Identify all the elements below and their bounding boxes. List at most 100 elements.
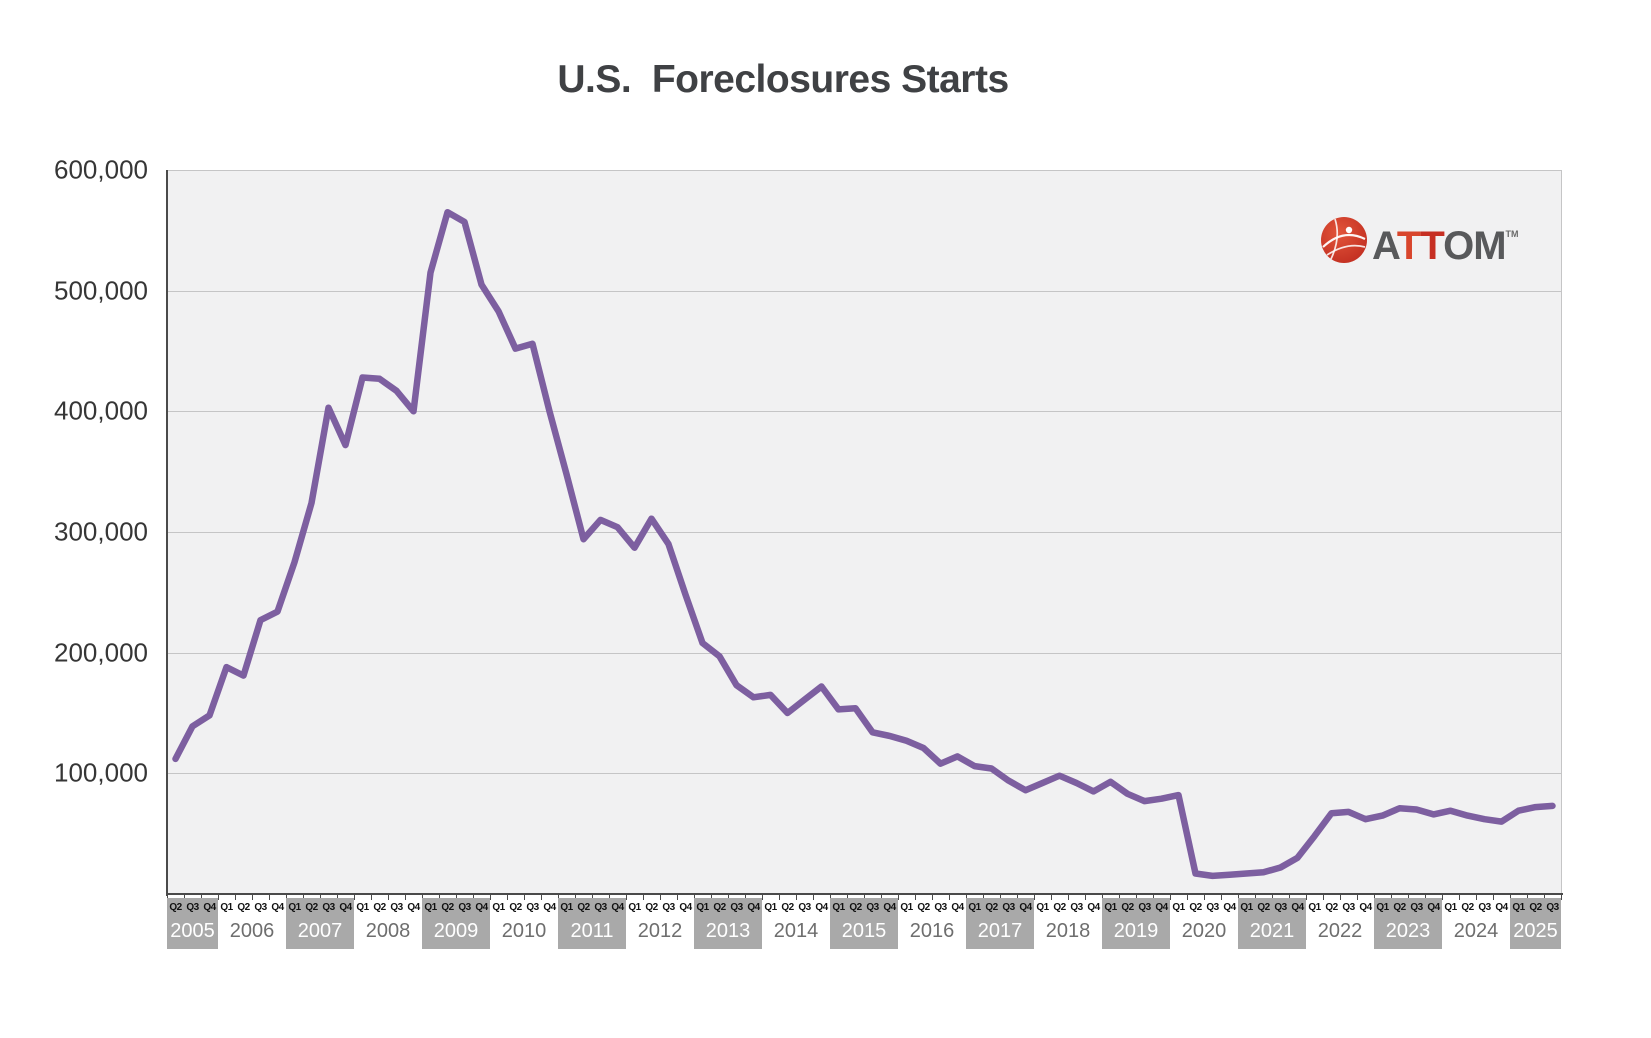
x-axis-tick: [184, 895, 185, 900]
year-label: 2005: [170, 920, 215, 942]
quarter-label-row: Q1 Q2 Q3: [1510, 900, 1561, 915]
foreclosure-line: [172, 208, 1556, 880]
x-axis-tick: [252, 895, 253, 900]
y-axis-tick-label: 600,000: [54, 154, 148, 185]
quarter-label: Q3: [526, 902, 539, 913]
y-axis-tick-label: 400,000: [54, 395, 148, 426]
year-block-2024: Q1 Q2 Q3 Q4 2024: [1442, 898, 1510, 949]
x-axis-tick: [541, 895, 542, 900]
x-axis-tick: [1306, 895, 1307, 900]
quarter-label-row: Q1 Q2 Q3 Q4: [694, 900, 762, 915]
quarter-label: Q3: [798, 902, 811, 913]
x-axis-tick: [1017, 895, 1018, 900]
gridline: [167, 411, 1561, 413]
year-label: 2010: [501, 920, 547, 942]
x-axis-tick: [864, 895, 865, 900]
quarter-label: Q3: [1342, 902, 1355, 913]
quarter-label-row: Q1 Q2 Q3 Q4: [626, 900, 694, 915]
year-block-2006: Q1 Q2 Q3 Q4 2006: [218, 898, 286, 949]
quarter-label: Q3: [186, 902, 199, 913]
x-axis-tick: [660, 895, 661, 900]
quarter-label: Q3: [594, 902, 607, 913]
x-axis-tick: [167, 895, 168, 900]
year-block-2015: Q1 Q2 Q3 Q4 2015: [830, 898, 898, 949]
quarter-label: Q2: [917, 902, 930, 913]
year-label: 2007: [297, 920, 343, 942]
x-axis-tick: [1510, 895, 1511, 900]
year-label: 2021: [1249, 920, 1295, 942]
attom-globe-icon: [1321, 217, 1367, 263]
quarter-label: Q3: [1206, 902, 1219, 913]
x-axis-tick: [1153, 895, 1154, 900]
quarter-label: Q2: [509, 902, 522, 913]
quarter-label: Q1: [1308, 902, 1321, 913]
x-axis-tick: [1544, 895, 1545, 900]
x-axis-tick: [1255, 895, 1256, 900]
quarter-label: Q1: [1104, 902, 1117, 913]
quarter-label-row: Q1 Q2 Q3 Q4: [354, 900, 422, 915]
plot-right-border: [1561, 170, 1562, 894]
year-block-2019: Q1 Q2 Q3 Q4 2019: [1102, 898, 1170, 949]
quarter-label-row: Q1 Q2 Q3 Q4: [1102, 900, 1170, 915]
x-axis-tick: [286, 895, 287, 900]
quarter-label: Q4: [1359, 902, 1372, 913]
year-label: 2019: [1113, 920, 1159, 942]
x-axis-tick: [1442, 895, 1443, 900]
year-block-2011: Q1 Q2 Q3 Q4 2011: [558, 898, 626, 949]
quarter-label: Q4: [1291, 902, 1304, 913]
x-axis-tick: [745, 895, 746, 900]
quarter-label: Q4: [747, 902, 760, 913]
x-axis-tick: [1357, 895, 1358, 900]
quarter-label-row: Q1 Q2 Q3 Q4: [1306, 900, 1374, 915]
x-axis-tick: [966, 895, 967, 900]
foreclosure-line-chart: [172, 208, 1556, 880]
year-block-2025: Q1 Q2 Q3 2025: [1510, 898, 1561, 949]
attom-logo: ATTOMTM: [1320, 214, 1519, 268]
quarter-label: Q2: [985, 902, 998, 913]
quarter-label: Q3: [730, 902, 743, 913]
quarter-label: Q2: [1461, 902, 1474, 913]
quarter-label-row: Q1 Q2 Q3 Q4: [830, 900, 898, 915]
quarter-label: Q1: [1240, 902, 1253, 913]
x-axis-tick: [949, 895, 950, 900]
x-axis-tick: [320, 895, 321, 900]
quarter-label-row: Q2 Q3 Q4: [167, 900, 218, 915]
quarter-label: Q4: [611, 902, 624, 913]
y-axis-tick-label: 500,000: [54, 275, 148, 306]
x-axis-tick: [439, 895, 440, 900]
x-axis-tick: [1459, 895, 1460, 900]
quarter-label: Q4: [1019, 902, 1032, 913]
quarter-label: Q3: [1478, 902, 1491, 913]
x-axis-tick: [524, 895, 525, 900]
gridline: [167, 170, 1561, 171]
gridline: [167, 290, 1561, 292]
x-axis-tick: [1221, 895, 1222, 900]
quarter-label-row: Q1 Q2 Q3 Q4: [218, 900, 286, 915]
quarter-label: Q1: [1036, 902, 1049, 913]
year-label: 2012: [637, 920, 683, 942]
quarter-label: Q3: [1070, 902, 1083, 913]
quarter-label: Q2: [1257, 902, 1270, 913]
quarter-label: Q2: [169, 902, 182, 913]
x-axis-tick: [1102, 895, 1103, 900]
attom-wordmark: ATTOMTM: [1372, 224, 1519, 268]
quarter-label: Q1: [628, 902, 641, 913]
quarter-label: Q1: [832, 902, 845, 913]
x-axis-tick: [1527, 895, 1528, 900]
x-axis-line: [166, 893, 1563, 895]
quarter-label-row: Q1 Q2 Q3 Q4: [422, 900, 490, 915]
year-block-2014: Q1 Q2 Q3 Q4 2014: [762, 898, 830, 949]
year-label: 2025: [1513, 920, 1558, 942]
quarter-label: Q2: [1393, 902, 1406, 913]
quarter-label: Q3: [1138, 902, 1151, 913]
y-axis-tick-label: 200,000: [54, 637, 148, 668]
quarter-label: Q4: [1427, 902, 1440, 913]
year-block-2012: Q1 Q2 Q3 Q4 2012: [626, 898, 694, 949]
x-axis-tick: [796, 895, 797, 900]
x-axis-tick: [371, 895, 372, 900]
year-label: 2022: [1317, 920, 1363, 942]
year-block-2023: Q1 Q2 Q3 Q4 2023: [1374, 898, 1442, 949]
year-block-2017: Q1 Q2 Q3 Q4 2017: [966, 898, 1034, 949]
quarter-label: Q4: [1087, 902, 1100, 913]
